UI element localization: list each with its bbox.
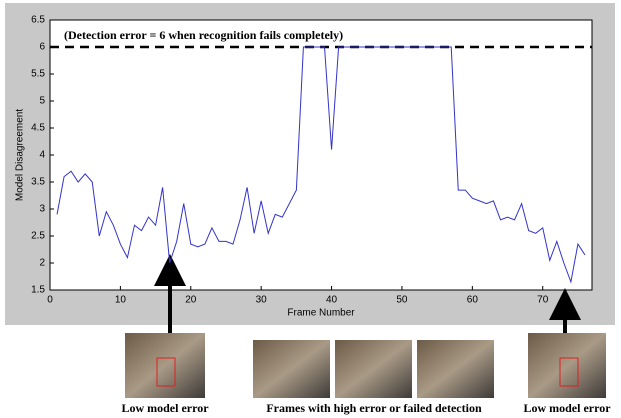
x-tick-label: 60 bbox=[467, 295, 479, 306]
photos bbox=[125, 333, 606, 398]
photo bbox=[125, 333, 205, 398]
y-tick-label: 1.5 bbox=[31, 285, 45, 296]
photo bbox=[253, 340, 330, 398]
annotation: (Detection error = 6 when recognition fa… bbox=[64, 28, 343, 42]
x-axis-label: Frame Number bbox=[287, 308, 355, 319]
x-tick-label: 70 bbox=[537, 295, 549, 306]
x-tick-label: 40 bbox=[326, 295, 338, 306]
figure: Frame Number Model Disagreement (Detecti… bbox=[0, 0, 621, 418]
y-tick-label: 5 bbox=[39, 96, 45, 107]
caption: Frames with high error or failed detecti… bbox=[266, 401, 482, 415]
x-tick-label: 0 bbox=[47, 295, 53, 306]
y-tick-label: 3.5 bbox=[31, 177, 45, 188]
y-tick-label: 5.5 bbox=[31, 69, 45, 80]
y-axis-label: Model Disagreement bbox=[15, 109, 26, 201]
x-tick-label: 50 bbox=[396, 295, 408, 306]
x-tick-label: 10 bbox=[115, 295, 127, 306]
y-tick-label: 2 bbox=[39, 258, 45, 269]
y-tick-label: 2.5 bbox=[31, 231, 45, 242]
plot-area bbox=[50, 20, 592, 290]
y-tick-label: 6.5 bbox=[31, 15, 45, 26]
y-tick-label: 4 bbox=[39, 150, 45, 161]
photo bbox=[335, 340, 412, 398]
y-tick-label: 3 bbox=[39, 204, 45, 215]
y-tick-label: 6 bbox=[39, 42, 45, 53]
x-tick-label: 30 bbox=[256, 295, 268, 306]
x-tick-label: 20 bbox=[185, 295, 197, 306]
photo bbox=[417, 340, 494, 398]
y-tick-label: 4.5 bbox=[31, 123, 45, 134]
caption: Low model error bbox=[523, 401, 611, 415]
caption: Low model error bbox=[121, 401, 209, 415]
photo bbox=[528, 333, 606, 398]
